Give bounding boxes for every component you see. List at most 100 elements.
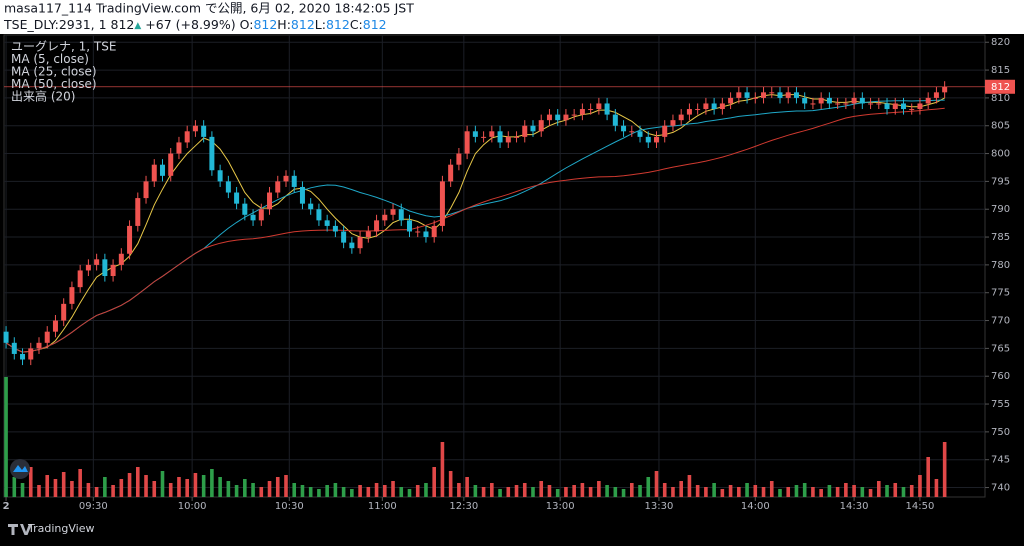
- candle-body: [176, 142, 182, 154]
- volume-bar: [465, 477, 469, 497]
- x-tick-label: 13:30: [645, 501, 674, 512]
- candle-body: [563, 114, 569, 121]
- candle-body: [85, 264, 91, 271]
- candle-body: [234, 192, 240, 204]
- volume-bar: [753, 485, 758, 497]
- candle-body: [933, 92, 939, 98]
- volume-bar: [769, 481, 774, 497]
- candle-body: [670, 120, 676, 126]
- candle-body: [127, 225, 133, 254]
- candle-body: [711, 103, 717, 110]
- candle-body: [752, 97, 758, 99]
- brand-icon: [8, 524, 32, 535]
- candle-body: [505, 136, 511, 143]
- axes: 740 745 750 755 760 765 770 775 780 785 790 795 800 8…: [3, 37, 1015, 512]
- volume-bar: [424, 483, 428, 497]
- volume-bar: [308, 487, 313, 497]
- volume-bar: [720, 489, 725, 497]
- header-bar: [0, 0, 1024, 34]
- legend-entry: MA (25, close): [11, 65, 97, 79]
- candle-body: [645, 136, 651, 143]
- candle-body: [20, 353, 26, 360]
- volume-bar: [942, 442, 947, 497]
- candles: [3, 81, 948, 366]
- volume-bar: [629, 483, 634, 497]
- candle-body: [209, 136, 215, 171]
- ohlc-value: 812: [326, 17, 350, 32]
- volume-bar: [201, 475, 206, 497]
- volume-bar: [432, 467, 436, 497]
- candle-body: [596, 103, 602, 110]
- volume-bar: [926, 457, 930, 497]
- volume-bar: [399, 487, 404, 497]
- last-price-tag: [985, 79, 1015, 94]
- volume-bar: [152, 481, 157, 497]
- volume-bar: [407, 489, 412, 497]
- y-tick-label: 770: [991, 316, 1010, 327]
- candle-body: [159, 164, 165, 176]
- volume-bar: [193, 473, 198, 497]
- candle-body: [810, 103, 816, 105]
- candle-body: [398, 209, 404, 221]
- volume-bar: [4, 377, 8, 497]
- volume-bar: [267, 481, 272, 497]
- x-tick-label: 2: [3, 501, 10, 512]
- candle-body: [892, 103, 898, 110]
- volume-bar: [284, 475, 288, 497]
- candle-body: [802, 97, 808, 104]
- x-tick-label: 12:30: [449, 501, 478, 512]
- volume-bar: [580, 483, 585, 497]
- candle-body: [291, 175, 297, 187]
- volume-bar: [646, 477, 651, 497]
- volume-bar: [605, 485, 609, 497]
- volume-bar: [531, 487, 535, 497]
- volume-bar: [621, 489, 626, 497]
- ohlc-value: 812: [363, 17, 387, 32]
- candle-body: [744, 92, 750, 98]
- candle-body: [884, 103, 890, 110]
- volume-bar: [712, 483, 716, 497]
- y-tick-label: 820: [991, 37, 1010, 48]
- candle-body: [514, 136, 520, 138]
- ohlc-label: C:: [350, 17, 363, 32]
- volume-bar: [300, 485, 305, 497]
- candle-body: [332, 225, 338, 232]
- volume-bar: [704, 487, 708, 497]
- volume-bar: [695, 485, 700, 497]
- candle-body: [793, 92, 799, 98]
- candle-body: [909, 109, 915, 111]
- candle-body: [579, 109, 585, 115]
- volume-bar: [811, 487, 815, 497]
- y-tick-label: 765: [991, 343, 1010, 354]
- y-tick-label: 755: [991, 399, 1010, 410]
- last-price-label: 812: [991, 82, 1010, 93]
- volume-bar: [210, 469, 214, 497]
- volume-bar: [638, 485, 642, 497]
- volume-bar: [457, 483, 461, 497]
- candle-body: [917, 103, 923, 110]
- candle-body: [250, 214, 256, 221]
- x-tick-label: 09:30: [79, 501, 108, 512]
- candle-body: [283, 175, 289, 182]
- ohlc-label: H:: [277, 17, 291, 32]
- volume-bar: [94, 487, 99, 497]
- candle-body: [604, 103, 610, 115]
- candle-body: [546, 114, 552, 121]
- candle-body: [942, 86, 948, 93]
- volume-bar: [70, 481, 74, 497]
- candle-body: [843, 103, 849, 105]
- candle-body: [267, 192, 273, 210]
- brand: TradingView: [27, 522, 94, 535]
- volume-bar: [827, 485, 832, 497]
- candle-body: [11, 342, 17, 354]
- volume-bar: [506, 487, 511, 497]
- arrow: ▲: [134, 21, 141, 31]
- volume-bar: [251, 483, 255, 497]
- candle-body: [275, 181, 281, 193]
- candle-body: [621, 125, 627, 132]
- volume-bar: [918, 475, 922, 497]
- candle-body: [719, 103, 725, 110]
- volume-bar: [382, 485, 387, 497]
- volume-bar: [481, 487, 486, 497]
